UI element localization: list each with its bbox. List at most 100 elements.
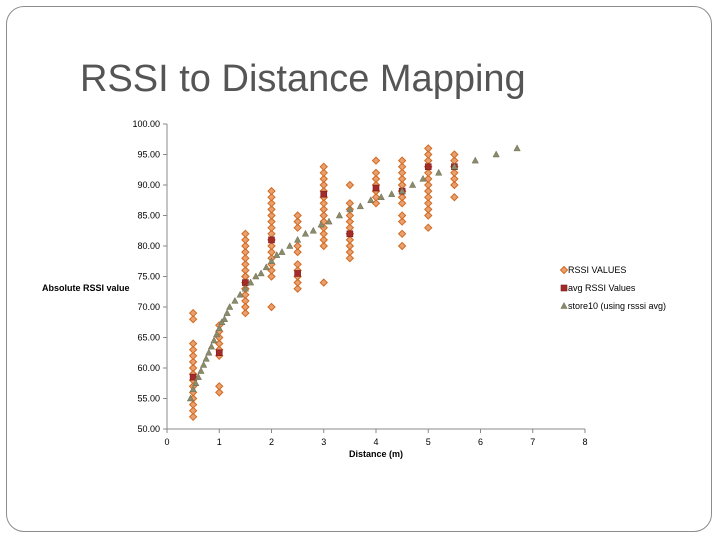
series-2-point [346,230,354,238]
series-3-point [210,336,218,344]
series-1-point [241,247,250,257]
series-1-point [267,272,276,281]
series-3-point [220,315,229,322]
series-1-point [397,199,407,208]
series-1-point [424,192,433,202]
series-1-point [188,314,198,324]
series-1-point [345,217,355,226]
series-1-point [450,174,459,184]
x-tick-label: 6 [478,437,483,447]
series-3-point [278,248,286,255]
series-2-point [424,163,432,170]
x-tick-label: 8 [582,437,587,447]
x-tick-label: 3 [321,437,326,447]
series-3-point [513,144,521,152]
series-3-point [335,211,344,219]
series-3-point [325,217,333,225]
series-1-point [267,186,276,196]
y-tick-label: 50.00 [137,424,160,434]
y-tick-label: 70.00 [137,302,160,312]
x-tick-label: 0 [164,437,169,447]
series-1-point [293,247,302,257]
series-1-point [241,290,250,300]
series-1-point [319,235,328,245]
series-3-point [197,367,205,374]
series-1-point [450,150,459,159]
series-1-point [345,241,355,251]
series-3-point [262,263,270,271]
x-tick-label: 1 [217,437,222,447]
series-1-point [293,260,302,269]
series-1-point [188,339,198,348]
series-3-point [273,251,281,258]
series-1-point [371,192,381,202]
series-3-point [301,229,310,237]
y-tick-label: 65.00 [137,333,160,343]
series-1-point [424,180,433,190]
series-3-point [231,296,239,304]
series-2-point [320,190,328,198]
series-1-point [397,156,407,165]
x-tick-label: 2 [269,437,274,447]
series-1-point [424,186,433,196]
series-1-point [267,217,276,226]
series-1-point [371,156,381,165]
y-tick-label: 90.00 [137,180,160,190]
series-1-point [241,241,250,251]
legend-label-2: avg RSSI Values [568,283,636,293]
legend-marker-2 [560,284,568,292]
series-1-point [293,284,302,293]
series-3-point [377,193,385,200]
series-1-point [267,192,276,202]
series-3-point [398,187,406,194]
series-3-point [257,269,265,277]
x-tick-label: 4 [373,437,378,447]
series-3-point [450,162,458,170]
series-1-point [319,180,328,190]
series-3-point [346,205,354,213]
series-1-point [319,199,328,208]
series-1-point [267,241,276,251]
series-1-point [188,357,198,367]
series-1-point [319,168,328,178]
series-3-point [192,379,200,386]
series-3-point [226,302,234,310]
y-tick-label: 95.00 [137,150,160,160]
chart-marks [186,144,521,422]
legend-label-1: RSSI VALUES [568,265,626,275]
series-1-point [319,229,328,239]
series-1-point [188,412,198,422]
series-1-point [241,302,250,312]
series-1-point [424,150,433,159]
series-1-point [241,235,250,245]
series-1-point [267,223,276,232]
series-2-point [215,349,223,357]
series-1-point [188,308,198,318]
series-1-point [345,235,355,245]
series-1-point [397,217,407,226]
series-1-point [293,217,302,226]
slide-frame [6,6,712,532]
series-1-point [319,162,328,171]
series-3-point [356,202,364,210]
series-1-point [188,400,198,409]
series-1-point [397,229,407,239]
series-3-point [408,180,417,188]
series-1-point [424,205,433,214]
series-1-point [241,229,250,239]
series-3-point [286,241,294,249]
series-3-point [252,272,260,280]
series-1-point [267,205,276,214]
series-3-point [419,174,427,182]
series-3-point [186,394,195,402]
series-1-point [319,241,328,251]
series-1-point [267,247,276,257]
series-3-point [471,156,479,164]
series-1-point [188,406,198,415]
series-1-point [241,253,250,263]
series-1-point [267,199,276,208]
series-1-point [319,278,328,287]
series-1-point [450,180,459,190]
series-1-point [188,351,198,361]
